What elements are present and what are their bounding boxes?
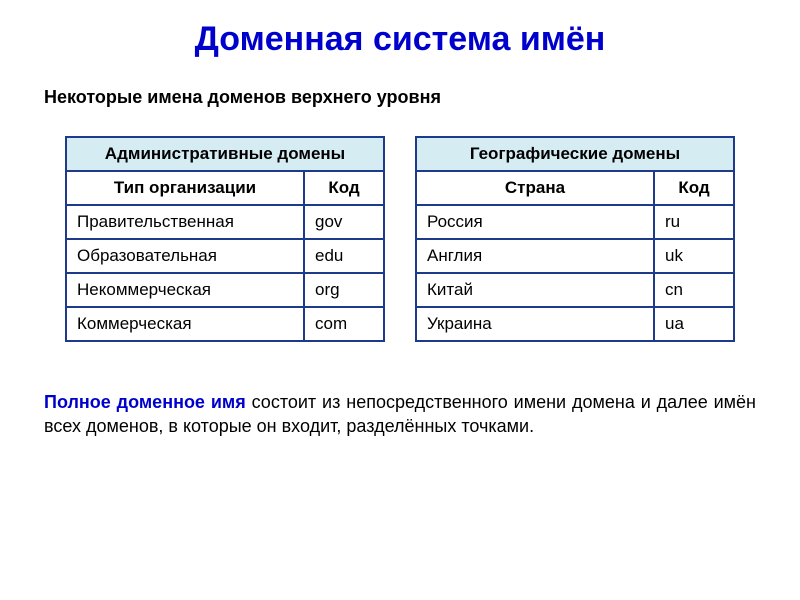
cell-code: edu — [304, 239, 384, 273]
page-title: Доменная система имён — [40, 20, 760, 59]
table-row: Тип организации Код — [66, 171, 384, 205]
table-row: Россия ru — [416, 205, 734, 239]
col-header: Тип организации — [66, 171, 304, 205]
table-row: Страна Код — [416, 171, 734, 205]
table-row: Административные домены — [66, 137, 384, 171]
cell-name: Украина — [416, 307, 654, 341]
table-row: Правительственная gov — [66, 205, 384, 239]
table-title-cell: Административные домены — [66, 137, 384, 171]
table-row: Образовательная edu — [66, 239, 384, 273]
cell-name: Англия — [416, 239, 654, 273]
table-row: Коммерческая com — [66, 307, 384, 341]
cell-name: Некоммерческая — [66, 273, 304, 307]
cell-code: com — [304, 307, 384, 341]
table-title-cell: Географические домены — [416, 137, 734, 171]
cell-code: uk — [654, 239, 734, 273]
cell-code: ua — [654, 307, 734, 341]
page-subtitle: Некоторые имена доменов верхнего уровня — [40, 87, 760, 108]
cell-name: Образовательная — [66, 239, 304, 273]
admin-domains-table: Административные домены Тип организации … — [65, 136, 385, 342]
description-paragraph: Полное доменное имя состоит из непосредс… — [40, 390, 760, 439]
table-row: Украина ua — [416, 307, 734, 341]
table-row: Англия uk — [416, 239, 734, 273]
cell-name: Китай — [416, 273, 654, 307]
tables-container: Административные домены Тип организации … — [40, 136, 760, 342]
table-row: Географические домены — [416, 137, 734, 171]
cell-code: cn — [654, 273, 734, 307]
cell-name: Коммерческая — [66, 307, 304, 341]
cell-code: org — [304, 273, 384, 307]
col-header: Страна — [416, 171, 654, 205]
cell-code: ru — [654, 205, 734, 239]
cell-name: Россия — [416, 205, 654, 239]
cell-code: gov — [304, 205, 384, 239]
table-row: Китай cn — [416, 273, 734, 307]
col-header: Код — [304, 171, 384, 205]
description-bold: Полное доменное имя — [44, 392, 246, 412]
table-row: Некоммерческая org — [66, 273, 384, 307]
cell-name: Правительственная — [66, 205, 304, 239]
geo-domains-table: Географические домены Страна Код Россия … — [415, 136, 735, 342]
col-header: Код — [654, 171, 734, 205]
